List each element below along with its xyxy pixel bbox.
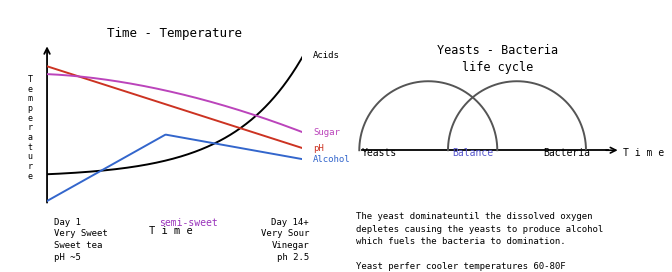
Text: semi-sweet: semi-sweet bbox=[159, 218, 218, 228]
Text: T i m e: T i m e bbox=[149, 226, 193, 236]
Text: Acids: Acids bbox=[313, 51, 340, 60]
Text: T
e
m
p
e
r
a
t
u
r
e: T e m p e r a t u r e bbox=[28, 75, 33, 181]
Text: T i m e: T i m e bbox=[623, 148, 664, 158]
Title: Yeasts - Bacteria
life cycle: Yeasts - Bacteria life cycle bbox=[437, 44, 558, 74]
Text: Bacteria: Bacteria bbox=[543, 148, 590, 158]
Text: Yeasts: Yeasts bbox=[362, 148, 396, 158]
Text: Alcohol: Alcohol bbox=[313, 155, 351, 164]
Text: pH: pH bbox=[313, 144, 324, 153]
Text: Day 1
Very Sweet
Sweet tea
pH ~5: Day 1 Very Sweet Sweet tea pH ~5 bbox=[54, 218, 108, 262]
Title: Time - Temperature: Time - Temperature bbox=[108, 27, 242, 39]
Text: Day 14+
Very Sour
Vinegar
ph 2.5: Day 14+ Very Sour Vinegar ph 2.5 bbox=[261, 218, 309, 262]
Text: Balance: Balance bbox=[452, 148, 493, 158]
Text: The yeast dominateuntil the dissolved oxygen
depletes causing the yeasts to prod: The yeast dominateuntil the dissolved ox… bbox=[356, 212, 603, 272]
Text: Sugar: Sugar bbox=[313, 128, 340, 137]
